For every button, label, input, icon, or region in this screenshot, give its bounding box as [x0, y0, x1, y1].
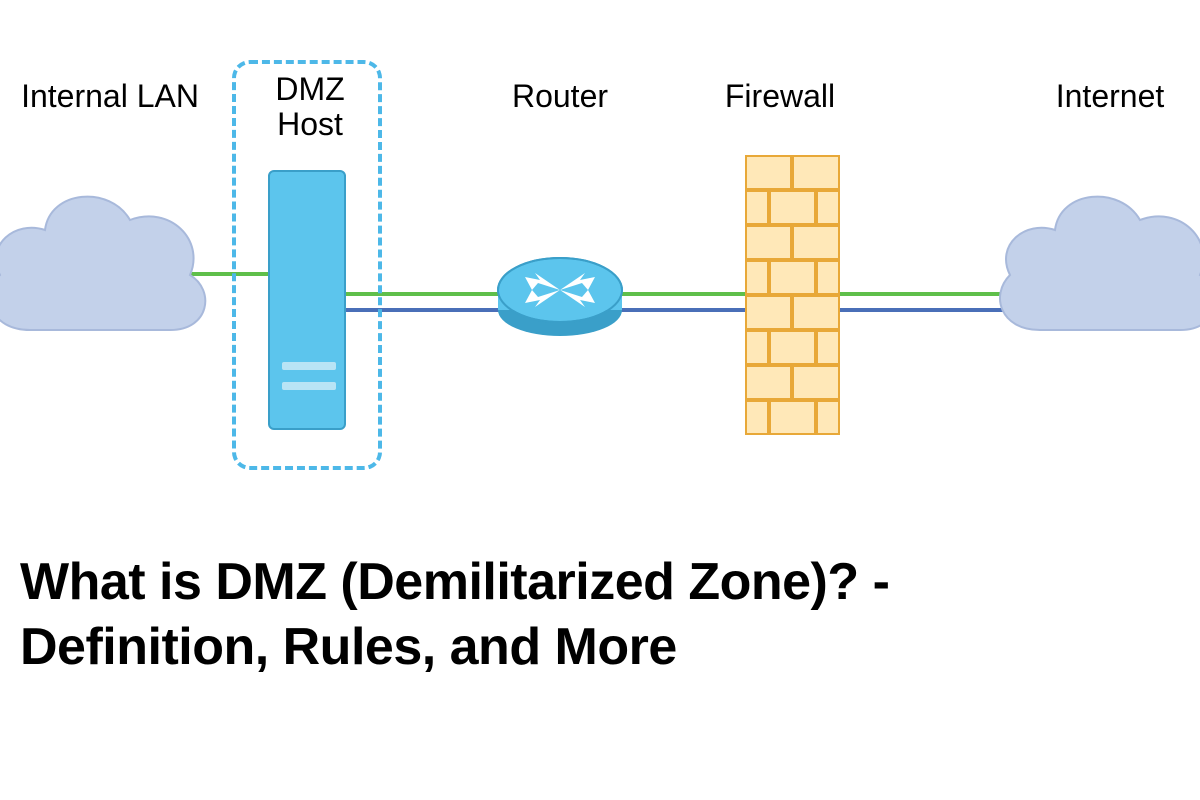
network-diagram: Internal LAN DMZ Host Router Firewall In… [0, 0, 1200, 540]
dmz-server [268, 170, 346, 430]
router-icon [490, 235, 630, 345]
label-dmz-line2: Host [277, 106, 343, 142]
label-router: Router [470, 78, 650, 115]
label-dmz-host: DMZ Host [255, 72, 365, 142]
server-slot [282, 382, 336, 390]
label-internal-lan: Internal LAN [0, 78, 220, 115]
internal-lan-cloud [0, 150, 220, 380]
title-line1: What is DMZ (Demilitarized Zone)? - [20, 553, 889, 611]
label-internet: Internet [1010, 78, 1200, 115]
internet-cloud [980, 150, 1200, 380]
title-line2: Definition, Rules, and More [20, 618, 677, 676]
firewall-icon [745, 155, 840, 435]
server-slot [282, 362, 336, 370]
label-firewall: Firewall [690, 78, 870, 115]
edge-router-firewall-blue [618, 308, 745, 312]
edge-router-firewall-green [618, 292, 745, 296]
label-dmz-line1: DMZ [275, 71, 344, 107]
page-title: What is DMZ (Demilitarized Zone)? - Defi… [20, 550, 889, 680]
